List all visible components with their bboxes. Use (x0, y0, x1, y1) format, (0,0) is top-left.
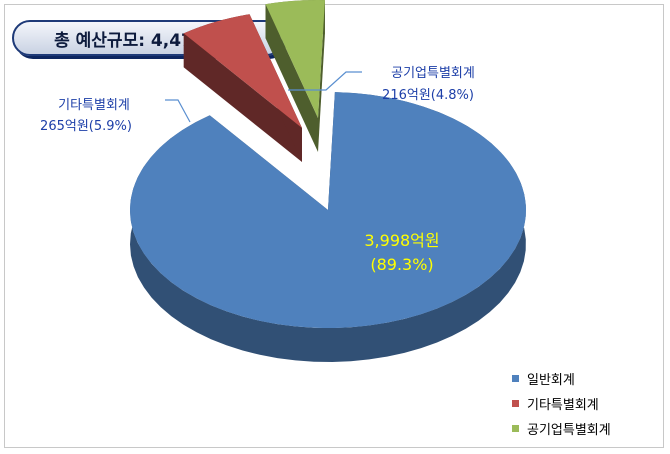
pie-slice-general (130, 92, 527, 362)
callout-line-other-special (165, 99, 191, 123)
slice-label-general-percent: (89.3%) (370, 255, 433, 274)
callout-name-other-special: 기타특별회계 (58, 98, 130, 113)
pie-slice-other-special (183, 14, 302, 163)
legend-item-general: 일반회계 (512, 366, 611, 391)
legend-item-public-enterprise: 공기업특별회계 (512, 416, 611, 441)
callout-name-public-enterprise: 공기업특별회계 (391, 66, 475, 81)
legend-item-other-special: 기타특별회계 (512, 391, 611, 416)
pie-slice-public-enterprise (265, 0, 325, 152)
legend-label-public-enterprise: 공기업특별회계 (527, 423, 611, 438)
legend-swatch-other-special (512, 400, 519, 407)
callout-line-public-enterprise (288, 71, 362, 91)
legend-swatch-general (512, 375, 519, 382)
legend-swatch-public-enterprise (512, 425, 519, 432)
callout-value-other-special: 265억원(5.9%) (40, 119, 132, 134)
slice-label-general-value: 3,998억원 (364, 231, 439, 250)
legend-label-general: 일반회계 (527, 373, 575, 388)
callout-value-public-enterprise: 216억원(4.8%) (382, 88, 474, 103)
legend-label-other-special: 기타특별회계 (527, 398, 599, 413)
chart-legend: 일반회계 기타특별회계 공기업특별회계 (512, 366, 611, 441)
